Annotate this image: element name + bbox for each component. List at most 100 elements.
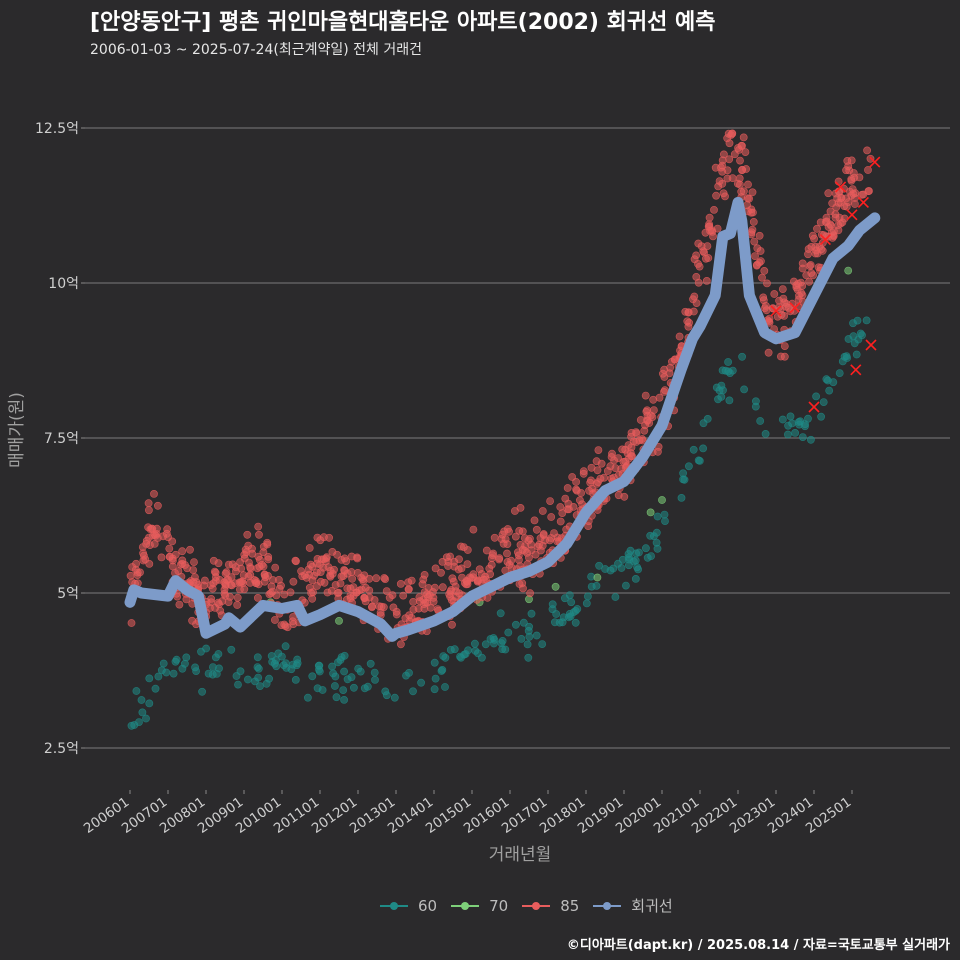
scatter-point-60 (652, 538, 661, 547)
scatter-point-85 (424, 584, 433, 592)
scatter-point-85 (446, 552, 454, 561)
scatter-point-60 (154, 672, 163, 681)
legend-key-60 (380, 900, 408, 912)
scatter-point-85 (758, 273, 766, 282)
scatter-point-60 (677, 493, 686, 502)
legend-item-70[interactable]: 70 (451, 897, 508, 915)
scatter-point-85 (738, 166, 746, 175)
scatter-point-60 (571, 618, 580, 627)
scatter-point-85 (546, 497, 554, 505)
scatter-point-85 (231, 563, 240, 572)
scatter-point-60 (548, 600, 557, 609)
scatter-point-85 (165, 544, 174, 553)
scatter-point-85 (675, 332, 684, 341)
scatter-point-85 (145, 560, 154, 568)
scatter-point-85 (603, 467, 612, 475)
scatter-point-85 (261, 573, 270, 582)
scatter-point-60 (703, 414, 712, 423)
scatter-point-60 (256, 682, 264, 690)
scatter-point-85 (164, 533, 172, 542)
scatter-point-60 (784, 430, 792, 439)
scatter-point-85 (749, 208, 757, 217)
scatter-point-60 (340, 667, 348, 676)
scatter-point-60 (262, 679, 271, 688)
scatter-point-85 (343, 584, 352, 593)
scatter-point-85 (519, 584, 527, 593)
recent-deal-marker (865, 339, 877, 351)
scatter-point-60 (308, 672, 317, 681)
scatter-point-85 (665, 369, 674, 378)
scatter-point-60 (135, 718, 143, 726)
scatter-point-85 (515, 527, 524, 535)
scatter-point-85 (592, 457, 601, 466)
scatter-point-60 (631, 556, 640, 565)
legend-item-60[interactable]: 60 (380, 897, 437, 915)
scatter-point-60 (360, 684, 369, 693)
scatter-point-60 (330, 682, 339, 690)
scatter-point-85 (495, 554, 504, 562)
legend-item-85[interactable]: 85 (522, 897, 579, 915)
scatter-point-85 (265, 590, 274, 599)
scatter-point-60 (551, 618, 559, 627)
scatter-point-85 (563, 505, 572, 514)
scatter-point-85 (218, 597, 227, 605)
scatter-point-60 (587, 582, 596, 591)
recent-deal-marker (857, 196, 869, 208)
scatter-point-60 (142, 714, 150, 723)
scatter-point-60 (254, 673, 263, 682)
scatter-point-60 (303, 693, 312, 702)
scatter-point-60 (784, 421, 792, 430)
scatter-point-85 (420, 604, 429, 613)
scatter-point-60 (496, 609, 505, 618)
scatter-point-85 (734, 144, 742, 152)
x-axis-ticks: 2006012007012008012009012010012011012012… (81, 790, 854, 837)
recent-deal-marker (819, 234, 831, 246)
scatter-point-85 (730, 150, 739, 159)
scatter-point-85 (388, 591, 397, 599)
scatter-point-85 (157, 553, 166, 562)
scatter-point-85 (527, 546, 536, 555)
scatter-point-60 (405, 669, 413, 677)
scatter-point-85 (725, 155, 734, 164)
scatter-point-85 (150, 489, 158, 498)
scatter-point-60 (337, 653, 346, 661)
scatter-point-85 (305, 583, 314, 592)
scatter-point-60 (819, 398, 828, 406)
scatter-point-60 (498, 637, 507, 645)
scatter-point-70 (646, 508, 655, 517)
scatter-point-60 (519, 618, 528, 627)
scatter-point-60 (694, 456, 703, 465)
scatter-point-60 (315, 665, 323, 674)
scatter-point-60 (211, 653, 220, 662)
scatter-point-85 (500, 527, 509, 536)
y-tick-label: 2.5억 (44, 741, 79, 757)
scatter-point-85 (126, 571, 135, 580)
scatter-point-60 (633, 563, 641, 572)
scatter-point-60 (331, 672, 340, 681)
scatter-point-60 (349, 683, 358, 692)
legend-item-regression[interactable]: 회귀선 (593, 895, 673, 916)
scatter-point-85 (836, 219, 845, 228)
scatter-point-85 (760, 266, 769, 275)
scatter-point-85 (168, 556, 177, 565)
scatter-point-60 (489, 639, 498, 648)
scatter-point-85 (264, 553, 273, 561)
scatter-point-85 (396, 580, 405, 588)
legend-key-70 (451, 900, 480, 912)
scatter-point-60 (527, 609, 536, 618)
regression-line (124, 196, 881, 642)
scatter-point-85 (381, 575, 390, 583)
scatter-point-85 (723, 166, 732, 175)
scatter-point-85 (438, 583, 447, 592)
scatter-point-85 (312, 568, 321, 577)
scatter-point-85 (587, 463, 596, 472)
scatter-point-60 (718, 366, 727, 375)
scatter-point-85 (316, 536, 325, 545)
scatter-point-85 (863, 146, 871, 155)
scatter-point-85 (620, 492, 629, 501)
scatter-point-85 (563, 484, 572, 492)
scatter-point-85 (744, 180, 752, 189)
legend-label-70: 70 (489, 896, 509, 915)
scatter-point-85 (829, 231, 838, 239)
